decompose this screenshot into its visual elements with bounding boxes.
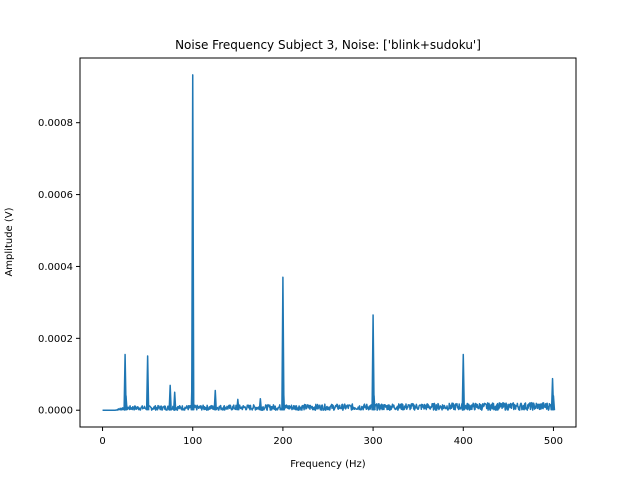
y-axis: 0.0000 0.0002 0.0004 0.0006 0.0008 [38, 118, 80, 417]
series-peak [145, 355, 150, 411]
series-peak [190, 74, 195, 411]
y-tick-label: 0.0006 [38, 190, 73, 201]
series-peak [236, 398, 240, 411]
series-line [102, 401, 555, 411]
series-peak [461, 353, 466, 411]
x-tick-label: 200 [273, 436, 292, 447]
y-tick-label: 0.0004 [38, 262, 73, 273]
y-tick-label: 0.0008 [38, 118, 73, 129]
series-peak [281, 276, 285, 411]
series-peak [172, 391, 177, 411]
plot-area [102, 74, 556, 411]
y-tick-label: 0.0000 [38, 406, 73, 417]
series-peak [551, 395, 556, 411]
series-peak [258, 397, 263, 411]
series-peak [281, 384, 286, 411]
series-peak [190, 369, 195, 411]
chart-title: Noise Frequency Subject 3, Noise: ['blin… [175, 38, 481, 52]
series-peak [168, 384, 172, 411]
x-tick-label: 0 [99, 436, 105, 447]
x-tick-label: 100 [183, 436, 202, 447]
x-axis: 0 100 200 300 400 500 [99, 427, 563, 447]
y-axis-label: Amplitude (V) [4, 207, 15, 276]
x-axis-label: Frequency (Hz) [290, 459, 366, 470]
y-tick-label: 0.0002 [38, 334, 73, 345]
x-tick-label: 300 [364, 436, 383, 447]
series-peak [372, 395, 376, 411]
x-tick-label: 400 [454, 436, 473, 447]
series-peak [371, 314, 375, 411]
series-peak [213, 389, 218, 411]
axes-frame [79, 57, 577, 428]
series-peak [124, 395, 128, 411]
x-tick-label: 500 [544, 436, 563, 447]
